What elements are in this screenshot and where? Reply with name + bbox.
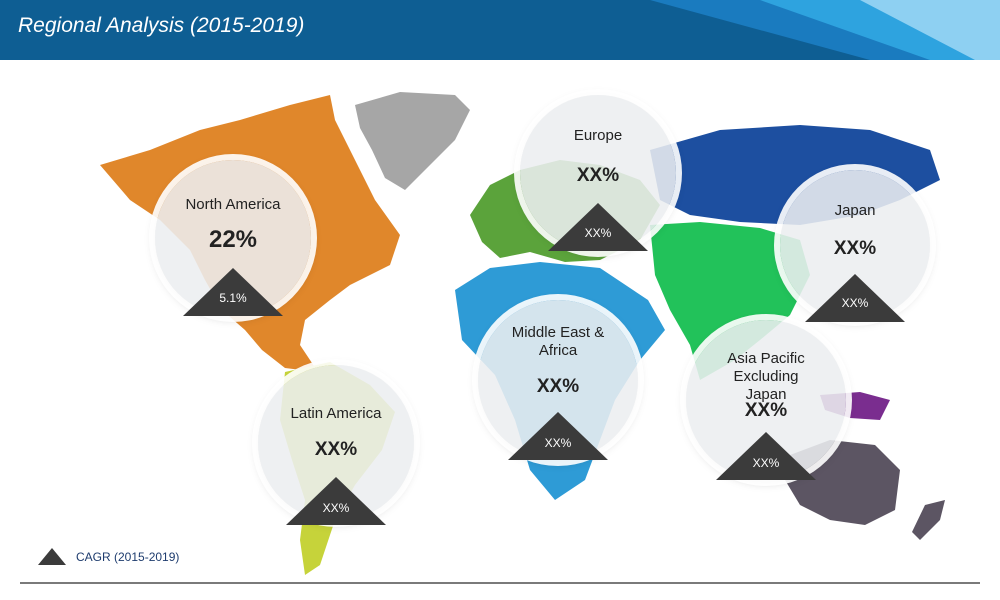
cagr-triangle-icon bbox=[183, 268, 283, 316]
cagr-triangle-icon bbox=[286, 477, 386, 525]
map-greenland bbox=[355, 92, 470, 190]
region-bubble-north-america: North America 22% 5.1% bbox=[155, 160, 311, 316]
page-title: Regional Analysis (2015-2019) bbox=[18, 14, 305, 37]
region-label: Europe bbox=[573, 127, 623, 144]
share-value: XX% bbox=[744, 400, 788, 421]
cagr-triangle-icon bbox=[716, 432, 816, 480]
region-label: Japan bbox=[834, 202, 876, 219]
region-bubble-latin-america: Latin America XX% XX% bbox=[258, 365, 414, 525]
cagr-triangle-icon bbox=[805, 274, 905, 322]
cagr-triangle-icon bbox=[508, 412, 608, 460]
header-banner: Regional Analysis (2015-2019) bbox=[0, 0, 1000, 60]
cagr-triangle-icon bbox=[548, 203, 648, 251]
region-label: Asia Pacific Excluding Japan bbox=[727, 350, 805, 403]
region-label: Middle East & Africa bbox=[511, 324, 605, 359]
legend: CAGR (2015-2019) bbox=[38, 548, 179, 565]
region-label: North America bbox=[185, 196, 281, 213]
cagr-value: XX% bbox=[584, 226, 612, 240]
region-bubble-asia-pacific: Asia Pacific Excluding Japan XX% XX% bbox=[686, 320, 846, 480]
region-bubble-japan: Japan XX% XX% bbox=[780, 170, 930, 322]
cagr-value: 5.1% bbox=[219, 291, 247, 305]
region-bubble-europe: Europe XX% XX% bbox=[520, 95, 676, 251]
bottom-divider bbox=[20, 582, 980, 584]
cagr-value: XX% bbox=[752, 456, 780, 470]
map-new-zealand bbox=[912, 500, 945, 540]
share-value: 22% bbox=[208, 226, 258, 253]
share-value: XX% bbox=[314, 439, 358, 460]
header-wave-decoration bbox=[650, 0, 1000, 60]
cagr-value: XX% bbox=[544, 436, 572, 450]
share-value: XX% bbox=[536, 376, 580, 397]
share-value: XX% bbox=[833, 238, 877, 259]
cagr-value: XX% bbox=[322, 501, 350, 515]
region-bubble-middle-east-africa: Middle East & Africa XX% XX% bbox=[478, 300, 638, 460]
cagr-value: XX% bbox=[841, 296, 869, 310]
map-asia-pacific bbox=[650, 222, 810, 380]
legend-label: CAGR (2015-2019) bbox=[76, 549, 180, 564]
triangle-icon bbox=[38, 548, 66, 565]
share-value: XX% bbox=[576, 165, 620, 186]
region-label: Latin America bbox=[290, 405, 382, 422]
